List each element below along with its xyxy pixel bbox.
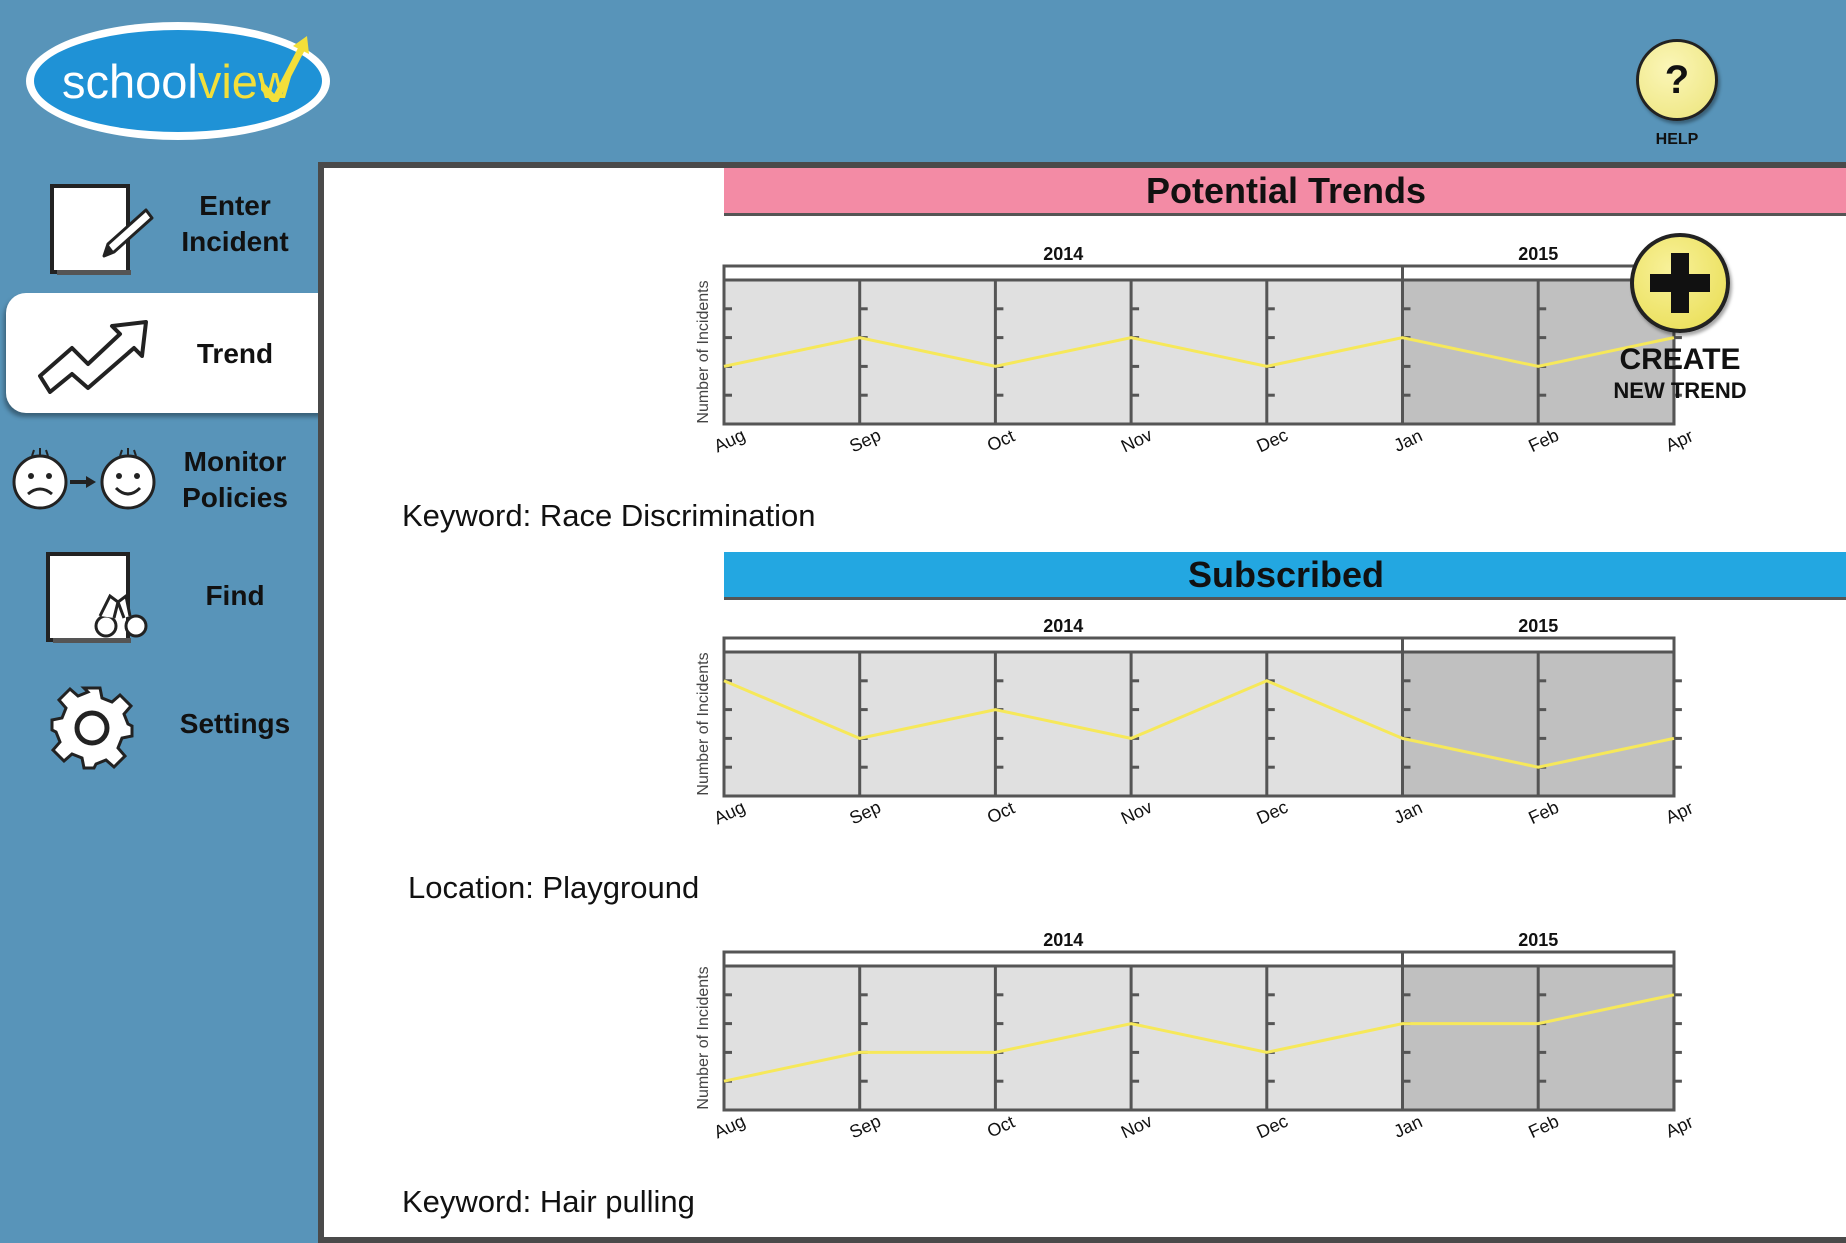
y-axis-label: Number of Incidents [695, 280, 712, 423]
x-tick-label: Jan [1391, 1111, 1426, 1141]
create-label: CREATE [1619, 343, 1741, 376]
x-tick-label: Feb [1525, 1111, 1562, 1142]
trend-line [723, 679, 1675, 769]
sidebar-item-label: Trend [196, 338, 274, 369]
trend-line [723, 993, 1675, 1083]
help-button[interactable]: ? [1636, 39, 1718, 121]
note-pencil-icon [50, 184, 154, 275]
year-label: 2014 [1043, 930, 1083, 950]
create-sublabel: NEW TREND [1613, 378, 1747, 403]
plot-border [722, 278, 1676, 426]
sidebar-item-settings[interactable]: Settings [0, 680, 330, 780]
sidebar-item-monitor-policies[interactable]: Monitor Policies [0, 440, 330, 540]
year-label: 2014 [1043, 616, 1083, 636]
x-tick-label: Dec [1254, 797, 1291, 829]
sidebar-label-line-2: Incident [181, 226, 289, 257]
section-subscribed: Subscribed [724, 552, 1846, 600]
x-tick-label: Apr [1662, 1112, 1696, 1142]
x-tick-label: Sep [846, 425, 883, 457]
x-tick-label: Aug [711, 425, 748, 457]
chart-caption: Keyword: Hair pulling [402, 1184, 695, 1219]
logo-ellipse [34, 30, 322, 132]
plus-icon [1650, 253, 1710, 313]
trend-chart-hair-pulling[interactable]: 2014 2015 Aug Sep Oct Nov Dec Jan Feb Apr Number o… [694, 930, 1846, 1176]
year-label: 2015 [1518, 930, 1558, 950]
year-header-strip [722, 264, 1676, 282]
gear-icon [50, 686, 134, 770]
sidebar-item-enter-incident[interactable]: Enter Incident [0, 176, 330, 276]
chart-caption: Keyword: Race Discrimination [402, 498, 816, 533]
x-tick-label: Oct [984, 1112, 1018, 1142]
year-header-strip [722, 950, 1676, 968]
x-tick-label: Sep [846, 1111, 883, 1143]
sidebar-item-trend[interactable]: Trend [0, 300, 330, 410]
binoculars-icon [46, 552, 148, 643]
trend-line [723, 336, 1675, 368]
year-label: 2015 [1518, 616, 1558, 636]
x-tick-label: Apr [1662, 426, 1696, 456]
sidebar-active-tab [6, 293, 326, 413]
y-axis-label: Number of Incidents [695, 966, 712, 1109]
sidebar-item-label: Enter Incident [160, 188, 310, 260]
help-icon: ? [1664, 57, 1690, 102]
plot-border [722, 964, 1676, 1112]
x-tick-label: Apr [1662, 798, 1696, 828]
year-label: 2015 [1518, 244, 1558, 264]
trend-panel: Potential Trends 2014 2015 Aug Sep Oct Nov Dec… [318, 162, 1846, 1243]
x-tick-label: Nov [1118, 797, 1155, 829]
sidebar-label-line-1: Enter [199, 190, 271, 221]
logo-text-school: school [62, 55, 198, 108]
x-tick-label: Jan [1391, 797, 1426, 827]
trend-check-arrow-icon [261, 36, 309, 102]
sidebar-label-line-1: Monitor [183, 446, 287, 477]
x-tick-label: Dec [1254, 425, 1291, 457]
x-tick-label: Aug [711, 797, 748, 829]
sidebar-item-find[interactable]: Find [0, 546, 330, 646]
year-header-strip [722, 636, 1676, 654]
y-axis-label: Number of Incidents [695, 652, 712, 795]
trend-chart-playground[interactable]: 2014 2015 Aug Sep Oct Nov Dec Jan Feb Apr Number o… [694, 616, 1846, 862]
x-tick-label: Feb [1525, 425, 1562, 456]
x-tick-label: Jan [1391, 425, 1426, 455]
x-tick-label: Nov [1118, 1111, 1155, 1143]
sidebar-item-label: Find [205, 580, 265, 611]
section-potential-trends: Potential Trends [724, 168, 1846, 216]
x-tick-label: Sep [846, 797, 883, 829]
trend-chart-race-discrimination[interactable]: 2014 2015 Aug Sep Oct Nov Dec Jan Feb Apr Number o… [694, 244, 1846, 490]
sidebar-item-label: Monitor Policies [160, 444, 310, 516]
help-label: HELP [1655, 131, 1699, 148]
x-tick-label: Aug [711, 1111, 748, 1143]
sad-to-happy-icon [12, 448, 156, 510]
x-tick-label: Dec [1254, 1111, 1291, 1143]
sidebar-label-line-2: Policies [182, 482, 288, 513]
logo-wordmark: schoolview [62, 54, 292, 109]
schoolview-logo: schoolview [26, 22, 330, 140]
x-tick-label: Oct [984, 798, 1018, 828]
x-tick-label: Feb [1525, 797, 1562, 828]
x-tick-label: Nov [1118, 425, 1155, 457]
sidebar-item-label: Settings [179, 708, 291, 739]
trend-arrow-icon [38, 320, 148, 394]
create-new-trend-button[interactable] [1630, 233, 1730, 333]
chart-caption: Location: Playground [408, 870, 700, 905]
x-tick-label: Oct [984, 426, 1018, 456]
plot-border [722, 650, 1676, 798]
year-label: 2014 [1043, 244, 1083, 264]
